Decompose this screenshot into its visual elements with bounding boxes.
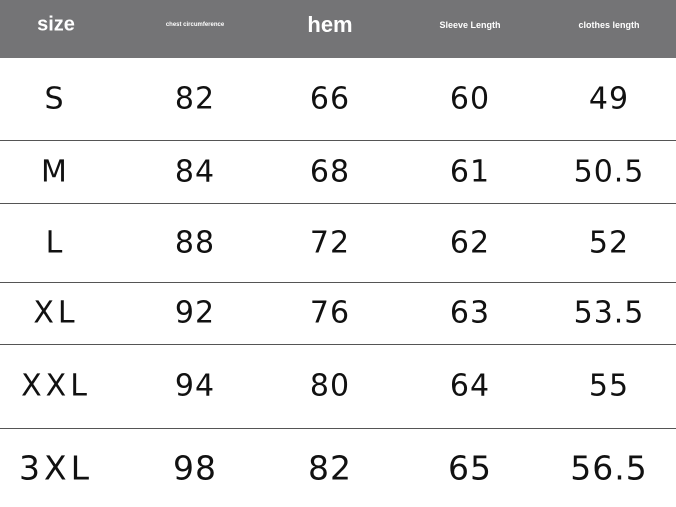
row-divider <box>0 428 676 429</box>
value-cell: 80 <box>309 368 351 404</box>
value-cell: 98 <box>173 448 217 487</box>
header-cell: hem <box>307 12 353 37</box>
value-cell: 50.5 <box>573 154 645 189</box>
value-cell: 84 <box>174 154 216 189</box>
value-cell: 64 <box>449 368 491 404</box>
value-cell: 76 <box>309 295 351 331</box>
row-divider <box>0 203 676 204</box>
size-cell: XL <box>33 295 79 331</box>
header-cell: Sleeve Length <box>439 20 501 30</box>
size-cell: L <box>45 225 67 260</box>
size-cell: 3XL <box>19 448 93 487</box>
value-cell: 68 <box>309 154 351 189</box>
value-cell: 49 <box>588 81 630 117</box>
value-cell: 60 <box>449 81 491 117</box>
value-cell: 55 <box>588 368 630 404</box>
value-cell: 88 <box>174 225 216 260</box>
value-cell: 56.5 <box>570 448 648 487</box>
value-cell: 94 <box>174 368 216 404</box>
value-cell: 92 <box>174 295 216 331</box>
value-cell: 65 <box>448 448 492 487</box>
value-cell: 82 <box>174 81 216 117</box>
header-cell: size <box>37 13 75 36</box>
value-cell: 66 <box>309 81 351 117</box>
header-cell: clothes length <box>578 20 640 30</box>
value-cell: 61 <box>449 154 491 189</box>
value-cell: 62 <box>449 225 491 260</box>
row-divider <box>0 282 676 283</box>
value-cell: 53.5 <box>573 295 645 331</box>
row-divider <box>0 344 676 345</box>
value-cell: 63 <box>449 295 491 331</box>
size-cell: XXL <box>21 368 91 404</box>
size-cell: S <box>44 81 68 117</box>
value-cell: 82 <box>308 448 352 487</box>
header-bar <box>0 0 676 58</box>
header-cell: chest circumference <box>165 22 225 28</box>
value-cell: 52 <box>588 225 630 260</box>
value-cell: 72 <box>309 225 351 260</box>
row-divider <box>0 140 676 141</box>
size-cell: M <box>41 154 71 189</box>
